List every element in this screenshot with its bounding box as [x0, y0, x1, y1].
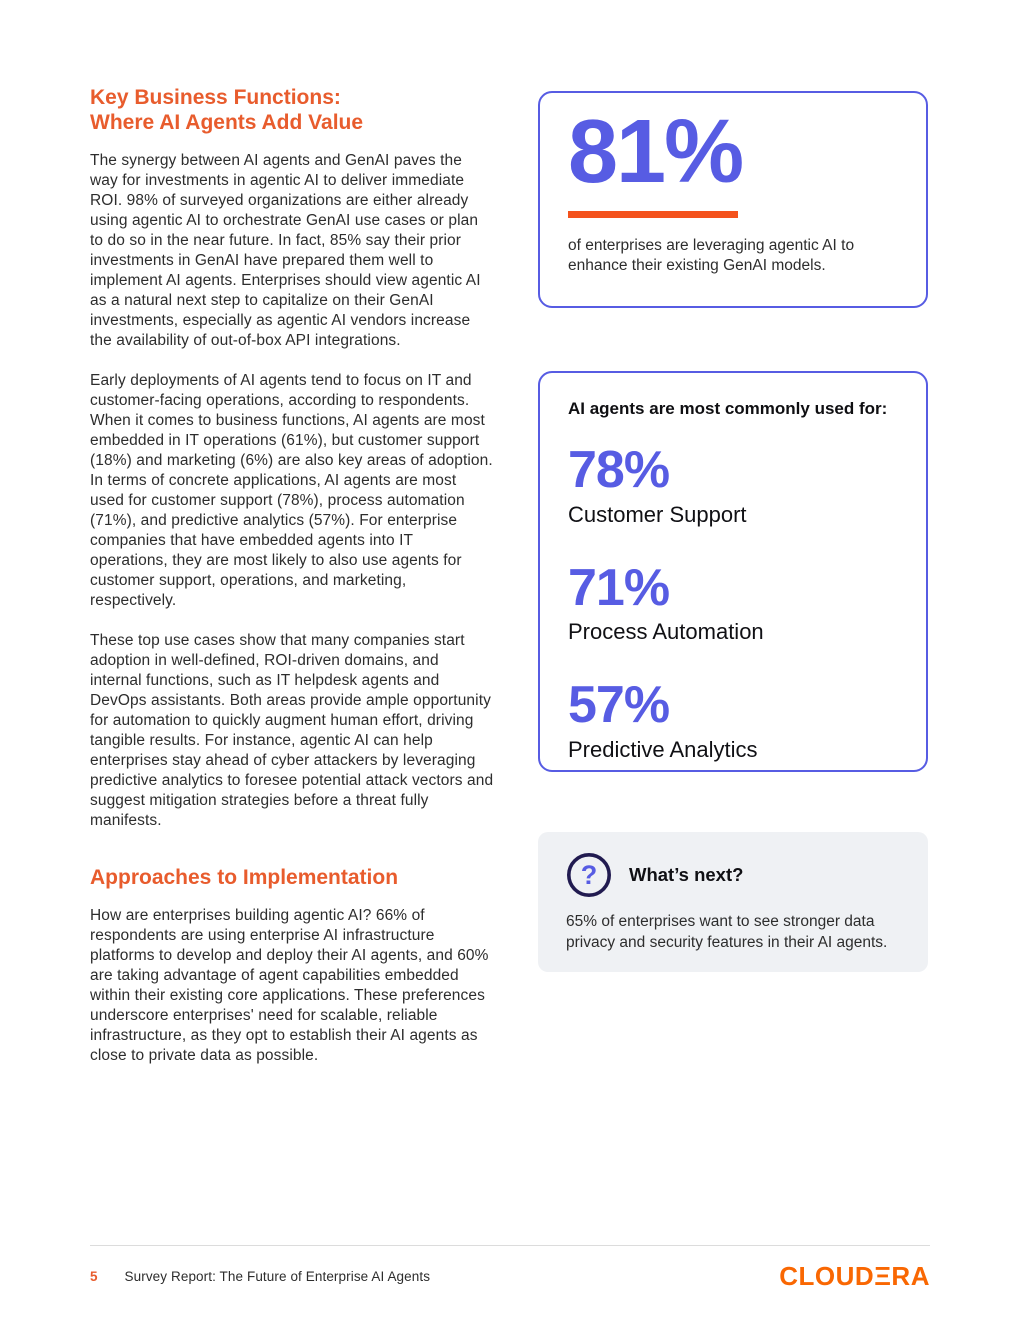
left-column: Key Business Functions: Where AI Agents …	[90, 85, 494, 1086]
heading-line-2: Where AI Agents Add Value	[90, 111, 364, 134]
heading-line-1: Key Business Functions:	[90, 86, 341, 109]
whats-next-header: ? What’s next?	[566, 852, 900, 898]
footer-report-title: Survey Report: The Future of Enterprise …	[124, 1268, 431, 1284]
whats-next-title: What’s next?	[629, 864, 744, 885]
paragraph-approaches: How are enterprises building agentic AI?…	[90, 907, 489, 1064]
question-mark-glyph: ?	[581, 860, 598, 890]
usage-card: AI agents are most commonly used for: 78…	[538, 371, 928, 772]
page-number: 5	[90, 1268, 98, 1284]
usage-stat-predictive-analytics: 57% Predictive Analytics	[568, 678, 898, 763]
cloudera-logo: CLOUDΞRA	[779, 1261, 930, 1291]
accent-bar	[568, 210, 738, 218]
paragraph-early-deployments: Early deployments of AI agents tend to f…	[90, 372, 493, 609]
whats-next-card: ? What’s next? 65% of enterprises want t…	[538, 832, 928, 972]
stat-value-81: 81%	[568, 102, 744, 202]
page-footer: 5 Survey Report: The Future of Enterpris…	[90, 1245, 930, 1289]
usage-stat-label: Customer Support	[568, 501, 747, 527]
usage-stat-label: Process Automation	[568, 619, 764, 645]
section-heading-approaches: Approaches to Implementation	[90, 866, 399, 889]
usage-stat-label: Predictive Analytics	[568, 736, 758, 762]
usage-stat-value: 71%	[568, 558, 670, 617]
usage-stat-process-automation: 71% Process Automation	[568, 558, 898, 646]
stat-card-81-percent: 81% of enterprises are leveraging agenti…	[538, 91, 928, 308]
paragraph-top-use-cases: These top use cases show that many compa…	[90, 632, 494, 829]
paragraph-synergy: The synergy between AI agents and GenAI …	[90, 152, 481, 349]
section-heading-key-business-functions: Key Business Functions: Where AI Agents …	[90, 85, 494, 135]
usage-stat-customer-support: 78% Customer Support	[568, 443, 898, 528]
usage-stat-value: 57%	[568, 676, 670, 735]
whats-next-body: 65% of enterprises want to see stronger …	[566, 913, 888, 951]
usage-stat-value: 78%	[568, 441, 670, 499]
right-column: 81% of enterprises are leveraging agenti…	[538, 91, 928, 972]
question-mark-icon: ?	[566, 852, 612, 898]
stat-description: of enterprises are leveraging agentic AI…	[568, 236, 855, 274]
usage-card-title: AI agents are most commonly used for:	[568, 399, 888, 418]
